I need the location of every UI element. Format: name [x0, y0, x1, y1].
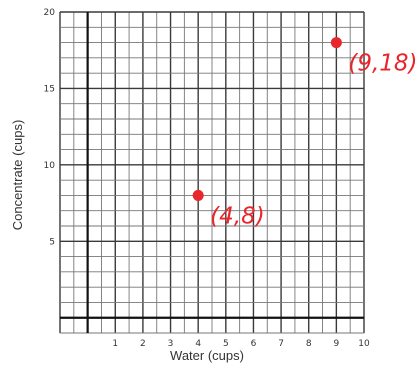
x-tick-label: 1 — [112, 339, 118, 349]
data-point — [192, 189, 204, 201]
x-tick-label: 8 — [306, 339, 312, 349]
y-tick-label: 5 — [49, 237, 55, 247]
x-tick-label: 4 — [195, 339, 201, 349]
x-tick-label: 5 — [223, 339, 229, 349]
y-tick-label: 15 — [44, 84, 55, 94]
y-tick-label: 20 — [44, 8, 56, 18]
y-axis-label: Concentrate (cups) — [10, 120, 25, 231]
grid — [59, 11, 365, 334]
x-tick-label: 9 — [333, 339, 339, 349]
x-tick-label: 2 — [140, 339, 146, 349]
x-tick-label: 3 — [168, 339, 174, 349]
tick-labels: 1 2 3 4 5 6 7 8 9 10 5 10 15 20 — [44, 8, 370, 349]
x-axis-label: Water (cups) — [170, 348, 244, 363]
x-tick-label: 10 — [358, 339, 370, 349]
data-point — [330, 37, 342, 49]
x-tick-label: 7 — [278, 339, 284, 349]
data-points: (4,8) (9,18) — [192, 37, 418, 229]
y-tick-label: 10 — [44, 161, 56, 171]
data-point-label: (9,18) — [348, 51, 417, 77]
x-tick-label: 6 — [251, 339, 257, 349]
data-point-label: (4,8) — [210, 203, 265, 229]
